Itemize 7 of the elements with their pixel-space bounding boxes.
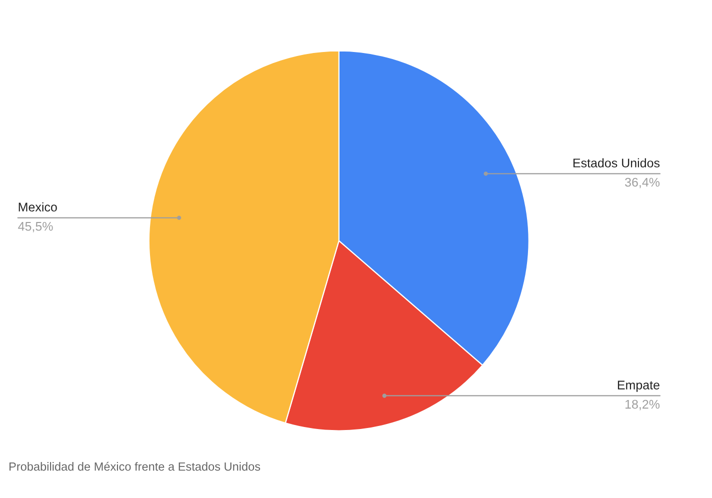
data-label: 45,5% — [18, 222, 53, 232]
slice-label: Mexico — [18, 202, 57, 212]
data-label: 36,4% — [625, 178, 660, 188]
text: Probabilidad de México frente a Estados Unidos — [10, 462, 260, 471]
slice-label: Empate — [618, 380, 660, 392]
slice-label: Estados Unidos — [573, 158, 660, 168]
data-label: 18,2% — [626, 400, 660, 410]
